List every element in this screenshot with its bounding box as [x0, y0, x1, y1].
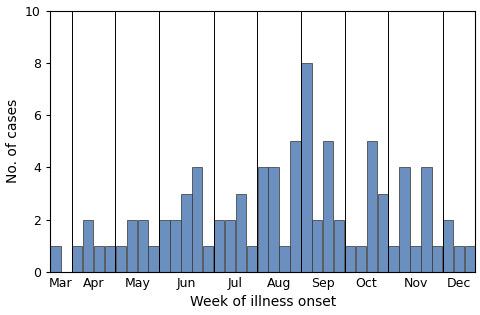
Bar — [300, 63, 311, 272]
Bar — [192, 168, 202, 272]
Bar — [214, 220, 224, 272]
Bar — [431, 246, 442, 272]
Bar — [83, 220, 93, 272]
Bar — [170, 220, 180, 272]
Bar — [388, 246, 398, 272]
Bar — [377, 194, 387, 272]
Bar — [279, 246, 289, 272]
Bar — [398, 168, 409, 272]
Bar — [442, 220, 453, 272]
Bar — [148, 246, 158, 272]
Bar — [105, 246, 115, 272]
Bar — [312, 220, 322, 272]
Bar — [366, 141, 376, 272]
Bar — [126, 220, 137, 272]
Bar — [464, 246, 474, 272]
Bar — [355, 246, 365, 272]
Bar — [137, 220, 148, 272]
Bar — [72, 246, 82, 272]
Bar — [116, 246, 126, 272]
Bar — [246, 246, 256, 272]
Bar — [235, 194, 246, 272]
Bar — [50, 246, 60, 272]
X-axis label: Week of illness onset: Week of illness onset — [189, 295, 335, 309]
Bar — [420, 168, 431, 272]
Bar — [409, 246, 420, 272]
Bar — [203, 246, 213, 272]
Bar — [257, 168, 267, 272]
Bar — [323, 141, 333, 272]
Bar — [94, 246, 104, 272]
Y-axis label: No. of cases: No. of cases — [6, 99, 20, 183]
Bar — [344, 246, 354, 272]
Bar — [289, 141, 300, 272]
Bar — [333, 220, 344, 272]
Bar — [224, 220, 235, 272]
Bar — [159, 220, 169, 272]
Bar — [453, 246, 463, 272]
Bar — [268, 168, 278, 272]
Bar — [181, 194, 191, 272]
